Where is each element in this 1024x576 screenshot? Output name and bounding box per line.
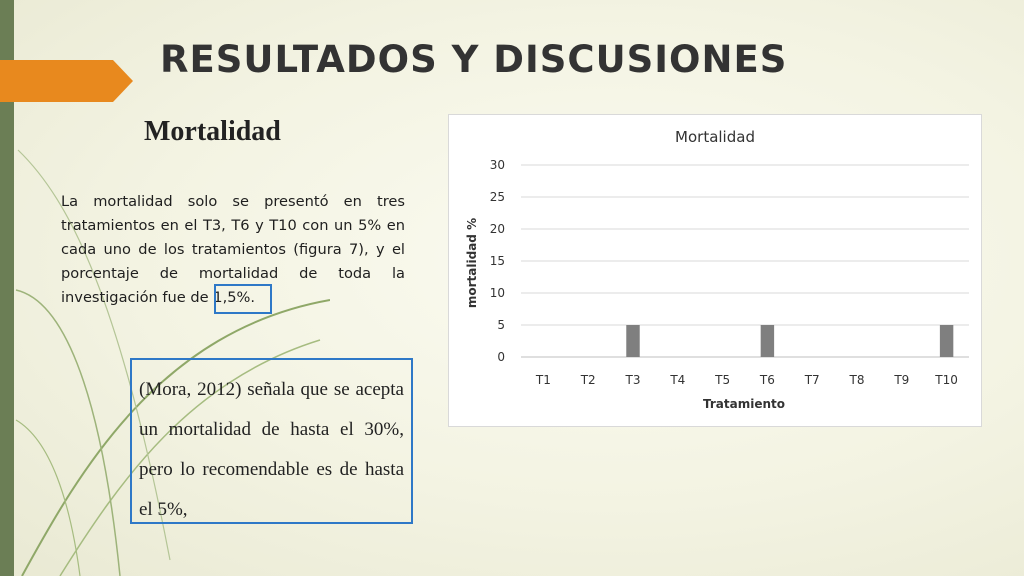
chart-title: Mortalidad: [675, 128, 755, 146]
quote-box: (Mora, 2012) señala que se acepta un mor…: [130, 358, 413, 524]
chart-svg: Mortalidad Tratamiento mortalidad % 0 5 10…: [465, 128, 969, 411]
y-tick-label: 20: [490, 222, 505, 236]
y-tick-label: 30: [490, 158, 505, 172]
y-tick-label: 5: [497, 318, 505, 332]
x-tick-label: T5: [714, 373, 730, 387]
bar: [939, 325, 954, 357]
mortality-chart: Mortalidad Tratamiento mortalidad % 0 5 10…: [448, 114, 982, 427]
y-axis-label: mortalidad %: [465, 218, 479, 308]
y-tick-label: 25: [490, 190, 505, 204]
x-tick-label: T3: [625, 373, 641, 387]
left-accent-bar: [0, 0, 14, 576]
bar: [626, 325, 640, 357]
x-tick-label: T4: [669, 373, 685, 387]
x-tick-label: T9: [893, 373, 909, 387]
x-axis-label: Tratamiento: [703, 397, 785, 411]
decorative-swoosh: [15, 149, 330, 576]
x-tick-label: T8: [849, 373, 865, 387]
y-tick-label: 10: [490, 286, 505, 300]
slide-title: RESULTADOS Y DISCUSIONES: [160, 38, 788, 81]
highlight-box: [214, 284, 272, 314]
results-paragraph: La mortalidad solo se presentó en tres t…: [61, 193, 405, 306]
x-tick-label: T2: [580, 373, 596, 387]
y-tick-label: 0: [497, 350, 505, 364]
bar: [760, 325, 775, 357]
x-tick-label: T7: [804, 373, 820, 387]
x-tick-label: T6: [759, 373, 775, 387]
x-tick-label: T1: [535, 373, 551, 387]
section-subtitle: Mortalidad: [144, 116, 281, 147]
quote-text: (Mora, 2012) señala que se acepta un mor…: [139, 379, 404, 520]
x-tick-label: T10: [934, 373, 958, 387]
orange-accent-tab: [0, 60, 133, 102]
y-tick-label: 15: [490, 254, 505, 268]
